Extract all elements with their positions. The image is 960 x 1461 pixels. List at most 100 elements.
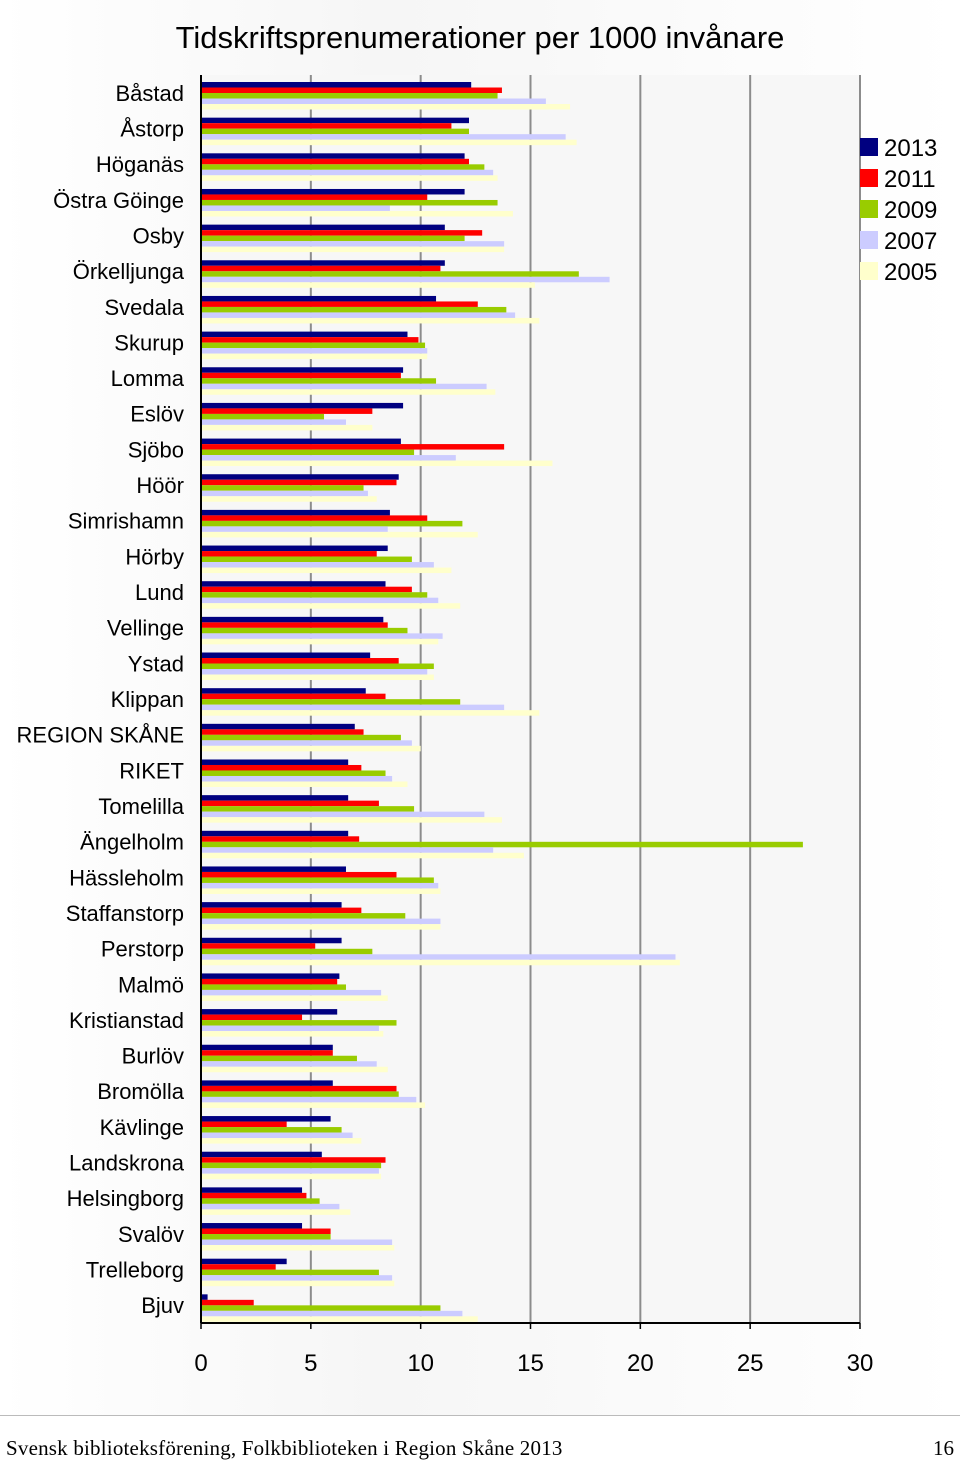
bar-2013 bbox=[201, 545, 388, 552]
bar-2007 bbox=[201, 169, 494, 176]
bar-2005 bbox=[201, 1102, 426, 1108]
bar-2007 bbox=[201, 740, 412, 746]
category-label: Bromölla bbox=[97, 1079, 185, 1104]
bar-2005 bbox=[201, 210, 513, 217]
bar-2009 bbox=[201, 1234, 331, 1240]
category-label: Svedala bbox=[104, 295, 184, 320]
bar-2007 bbox=[201, 633, 443, 639]
bar-2005 bbox=[201, 246, 505, 253]
bar-2011 bbox=[201, 1192, 307, 1199]
bar-2007 bbox=[201, 419, 346, 425]
bar-2005 bbox=[201, 282, 535, 288]
bar-2009 bbox=[201, 378, 437, 384]
bar-2009 bbox=[201, 806, 415, 812]
bar-2013 bbox=[201, 830, 349, 837]
bar-2007 bbox=[201, 847, 494, 853]
bar-2011 bbox=[201, 1085, 397, 1092]
bar-2009 bbox=[201, 699, 461, 705]
bar-2013 bbox=[201, 937, 342, 944]
bar-2007 bbox=[201, 918, 441, 925]
bar-2005 bbox=[201, 924, 441, 930]
bar-2011 bbox=[201, 871, 397, 878]
bar-2009 bbox=[201, 199, 498, 206]
bar-2011 bbox=[201, 372, 401, 379]
category-label: Malmö bbox=[118, 972, 184, 997]
bar-2007 bbox=[201, 704, 505, 711]
bar-2013 bbox=[201, 866, 346, 872]
category-label: Eslöv bbox=[130, 402, 184, 427]
bar-2009 bbox=[201, 984, 346, 990]
category-label: Höganäs bbox=[96, 152, 184, 177]
bar-2007 bbox=[201, 1132, 353, 1139]
legend-label: 2009 bbox=[884, 197, 937, 224]
bar-2007 bbox=[201, 775, 393, 782]
bar-2011 bbox=[201, 1157, 386, 1163]
bar-2005 bbox=[201, 139, 577, 146]
bar-2013 bbox=[201, 973, 340, 979]
bar-2013 bbox=[201, 1151, 322, 1158]
category-label: Hässleholm bbox=[69, 865, 184, 890]
bar-2013 bbox=[201, 331, 408, 338]
bar-2013 bbox=[201, 1187, 303, 1193]
bar-2009 bbox=[201, 592, 428, 598]
bar-2011 bbox=[201, 87, 502, 93]
bar-2005 bbox=[201, 745, 421, 752]
bar-2005 bbox=[201, 638, 439, 645]
bar-2005 bbox=[201, 888, 441, 894]
bar-2005 bbox=[201, 424, 373, 431]
bar-2009 bbox=[201, 164, 485, 170]
category-label: Svalöv bbox=[118, 1222, 184, 1247]
bar-2007 bbox=[201, 134, 566, 140]
category-label: Trelleborg bbox=[86, 1258, 184, 1283]
legend-swatch bbox=[860, 138, 878, 156]
bar-2005 bbox=[201, 1280, 395, 1287]
bar-2011 bbox=[201, 408, 373, 414]
bar-2011 bbox=[201, 194, 428, 200]
bar-2009 bbox=[201, 1020, 397, 1026]
bar-2009 bbox=[201, 1127, 342, 1133]
bar-2009 bbox=[201, 1198, 320, 1204]
bar-2005 bbox=[201, 1066, 388, 1073]
bar-2009 bbox=[201, 770, 386, 776]
bar-2011 bbox=[201, 836, 360, 842]
bar-2011 bbox=[201, 337, 419, 343]
bar-2007 bbox=[201, 526, 388, 532]
bar-2007 bbox=[201, 1239, 393, 1246]
page-footer: Svensk biblioteksförening, Folkbibliotek… bbox=[0, 1415, 960, 1461]
bar-2013 bbox=[201, 759, 349, 765]
bar-2009 bbox=[201, 663, 434, 670]
bar-2011 bbox=[201, 693, 386, 700]
bar-2013 bbox=[201, 117, 469, 124]
x-tick-label: 20 bbox=[627, 1350, 654, 1377]
bar-2013 bbox=[201, 474, 399, 480]
x-tick-label: 25 bbox=[737, 1350, 764, 1377]
bar-2011 bbox=[201, 978, 338, 985]
bar-2013 bbox=[201, 1223, 303, 1229]
category-label: Landskrona bbox=[69, 1151, 185, 1176]
category-label: Lund bbox=[135, 580, 184, 605]
bar-2009 bbox=[201, 556, 412, 563]
bar-2005 bbox=[201, 531, 478, 538]
bar-2007 bbox=[201, 98, 546, 104]
bar-2009 bbox=[201, 93, 498, 99]
bar-2013 bbox=[201, 509, 390, 516]
legend-label: 2007 bbox=[884, 228, 937, 255]
bar-2009 bbox=[201, 306, 507, 313]
bar-2009 bbox=[201, 1091, 399, 1097]
bar-2011 bbox=[201, 764, 362, 771]
category-label: Klippan bbox=[111, 687, 184, 712]
x-tick-label: 10 bbox=[407, 1350, 434, 1377]
category-label: Bjuv bbox=[141, 1293, 184, 1318]
category-label: Kävlinge bbox=[100, 1115, 184, 1140]
bar-2011 bbox=[201, 1014, 303, 1021]
bar-2005 bbox=[201, 567, 452, 574]
bar-2011 bbox=[201, 123, 452, 129]
bar-2007 bbox=[201, 1275, 393, 1281]
bar-2007 bbox=[201, 1061, 377, 1067]
legend-label: 2005 bbox=[884, 259, 937, 286]
x-tick-label: 30 bbox=[847, 1350, 874, 1377]
bar-2005 bbox=[201, 1245, 395, 1251]
bar-2011 bbox=[201, 943, 316, 949]
bar-2009 bbox=[201, 128, 469, 135]
bar-2009 bbox=[201, 1305, 441, 1311]
